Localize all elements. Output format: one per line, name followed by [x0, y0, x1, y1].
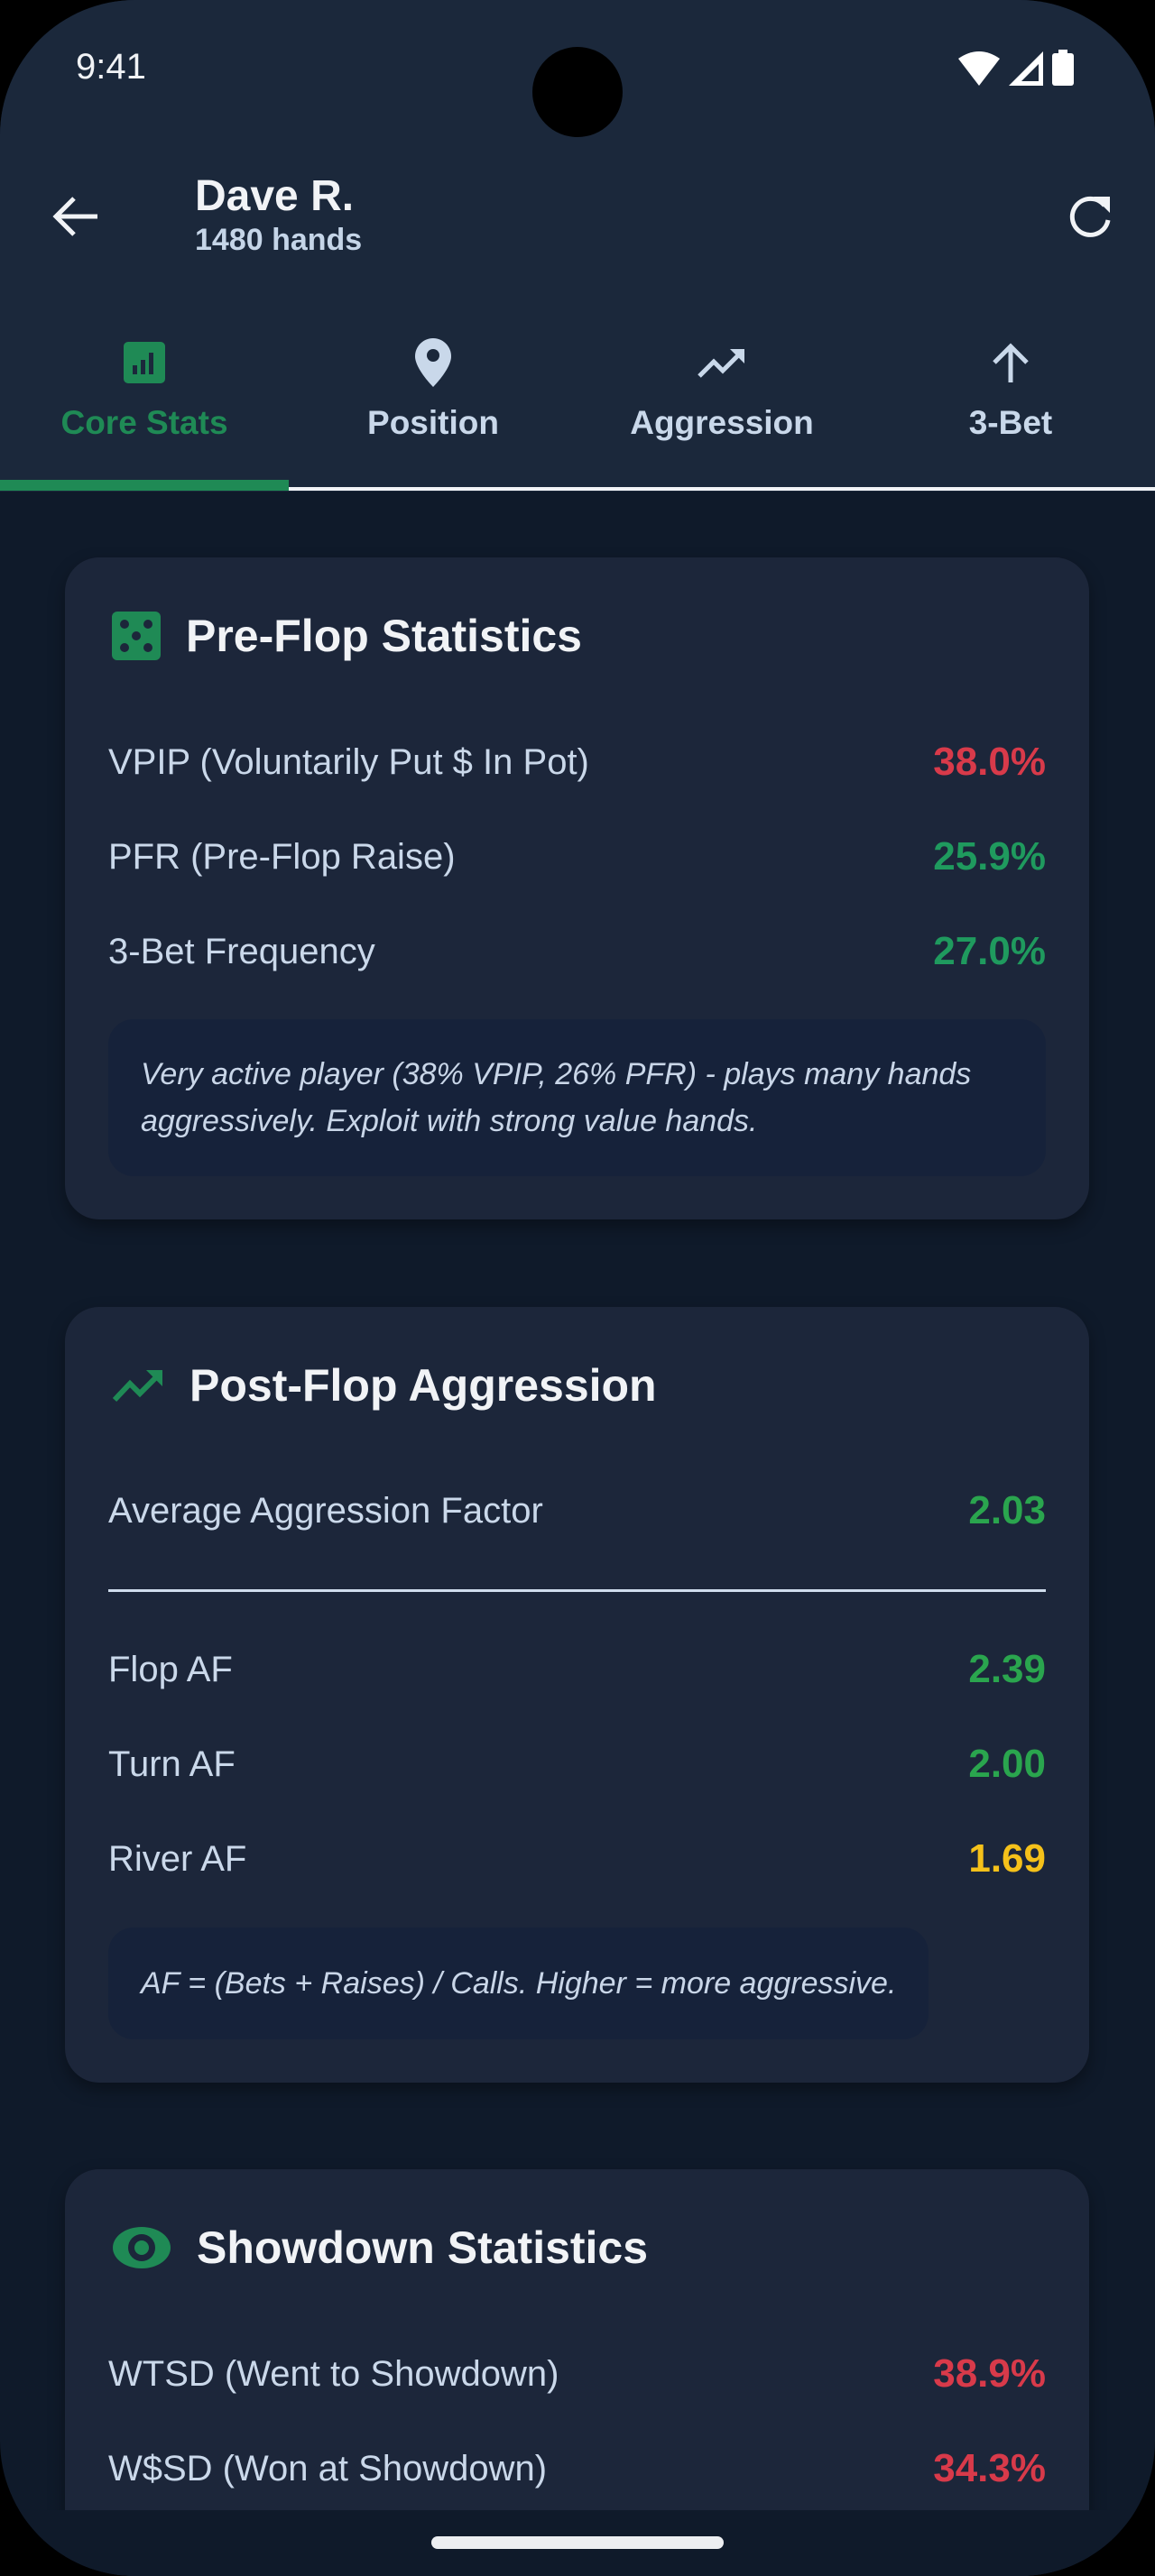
player-name: Dave R.: [195, 172, 355, 220]
stat-label: Flop AF: [108, 1649, 233, 1689]
stat-row-wsd: W$SD (Won at Showdown) 34.3%: [108, 2442, 1046, 2496]
stat-value: 38.9%: [933, 2351, 1046, 2396]
card-title: Showdown Statistics: [197, 2222, 649, 2273]
stat-label: River AF: [108, 1838, 247, 1879]
tab-label: Position: [367, 404, 499, 441]
stat-label: Average Aggression Factor: [108, 1490, 543, 1531]
stat-row-3bet: 3-Bet Frequency 27.0%: [108, 925, 1046, 979]
card-header: Pre-Flop Statistics: [112, 610, 582, 662]
location-pin-icon: [415, 338, 451, 387]
active-tab-indicator: [0, 480, 289, 491]
preflop-note: Very active player (38% VPIP, 26% PFR) -…: [108, 1019, 1046, 1176]
stat-value: 1.69: [968, 1836, 1046, 1881]
dice-icon: [112, 612, 161, 660]
stat-value: 2.39: [968, 1647, 1046, 1691]
stat-row-flop-af: Flop AF 2.39: [108, 1642, 1046, 1697]
tab-label: 3-Bet: [968, 404, 1053, 441]
refresh-icon: [1069, 196, 1111, 237]
preflop-card: Pre-Flop Statistics VPIP (Voluntarily Pu…: [65, 557, 1089, 1219]
stat-value: 34.3%: [933, 2446, 1046, 2490]
hands-count: 1480 hands: [195, 223, 363, 257]
back-button[interactable]: [47, 188, 105, 245]
stat-row-average-af: Average Aggression Factor 2.03: [108, 1484, 1046, 1538]
bar-chart-icon: [124, 342, 165, 383]
tab-label: Aggression: [630, 404, 814, 441]
tab-bar: Core Stats Position Aggression 3-Bet: [0, 325, 1155, 492]
tab-3-bet[interactable]: 3-Bet: [866, 325, 1155, 492]
status-icons: [958, 50, 1074, 86]
stat-value: 2.00: [968, 1742, 1046, 1786]
af-note: AF = (Bets + Raises) / Calls. Higher = m…: [108, 1927, 929, 2039]
stat-label: Turn AF: [108, 1743, 236, 1784]
stat-value: 25.9%: [933, 834, 1046, 879]
stat-row-turn-af: Turn AF 2.00: [108, 1737, 1046, 1791]
tab-aggression[interactable]: Aggression: [578, 325, 866, 492]
stat-row-wtsd: WTSD (Went to Showdown) 38.9%: [108, 2347, 1046, 2401]
divider: [108, 1589, 1046, 1592]
trending-up-icon: [112, 1370, 162, 1403]
stat-row-river-af: River AF 1.69: [108, 1832, 1046, 1886]
card-title: Post-Flop Aggression: [189, 1360, 657, 1411]
stat-label: VPIP (Voluntarily Put $ In Pot): [108, 741, 589, 782]
tab-underline: [0, 487, 1155, 491]
camera-cutout: [532, 47, 623, 137]
stat-value: 2.03: [968, 1488, 1046, 1532]
cellular-signal-icon: [1009, 51, 1043, 86]
battery-icon: [1052, 50, 1074, 86]
card-header: Showdown Statistics: [112, 2222, 648, 2274]
tab-core-stats[interactable]: Core Stats: [0, 325, 289, 492]
stat-value: 27.0%: [933, 929, 1046, 973]
tab-position[interactable]: Position: [289, 325, 578, 492]
postflop-card: Post-Flop Aggression Average Aggression …: [65, 1307, 1089, 2083]
note-text: Very active player (38% VPIP, 26% PFR) -…: [141, 1057, 972, 1138]
stat-label: 3-Bet Frequency: [108, 931, 375, 971]
stat-label: PFR (Pre-Flop Raise): [108, 836, 456, 877]
stat-label: W$SD (Won at Showdown): [108, 2448, 548, 2489]
eye-icon: [113, 2227, 171, 2268]
card-title: Pre-Flop Statistics: [186, 611, 582, 661]
arrow-left-icon: [52, 197, 97, 236]
wifi-icon: [958, 51, 1000, 86]
trending-up-icon: [698, 349, 744, 378]
tab-label: Core Stats: [60, 404, 228, 441]
stat-row-vpip: VPIP (Voluntarily Put $ In Pot) 38.0%: [108, 735, 1046, 789]
home-indicator[interactable]: [431, 2536, 724, 2549]
player-header: Dave R. 1480 hands: [195, 171, 362, 258]
stat-row-pfr: PFR (Pre-Flop Raise) 25.9%: [108, 830, 1046, 884]
status-time: 9:41: [76, 47, 146, 87]
stat-value: 38.0%: [933, 740, 1046, 784]
refresh-button[interactable]: [1058, 188, 1123, 245]
showdown-card: Showdown Statistics WTSD (Went to Showdo…: [65, 2169, 1089, 2576]
note-text: AF = (Bets + Raises) / Calls. Higher = m…: [141, 1966, 897, 2001]
arrow-up-icon: [993, 343, 1029, 382]
card-header: Post-Flop Aggression: [112, 1359, 657, 1412]
stat-label: WTSD (Went to Showdown): [108, 2353, 559, 2394]
